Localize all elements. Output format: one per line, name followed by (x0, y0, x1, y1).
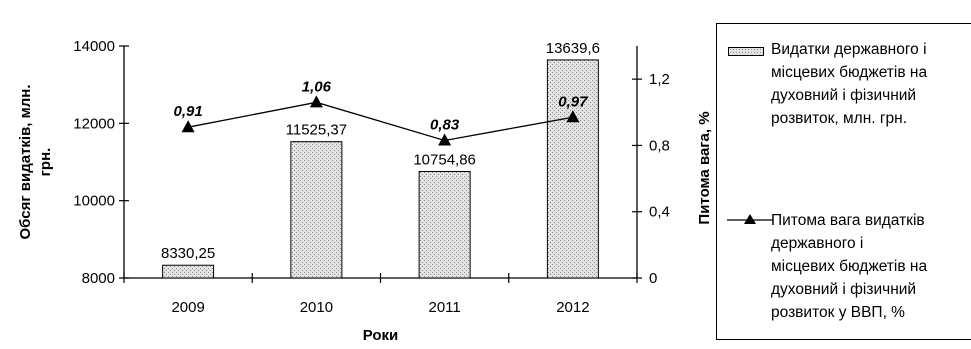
line-marker (309, 95, 323, 108)
legend-line-label: Питома вага видатків державного і місцев… (771, 212, 928, 321)
y-axis-title: Обсяг видатків, млн. грн. (17, 85, 54, 240)
line-marker (438, 133, 452, 146)
x-tick-label: 2009 (171, 299, 204, 316)
line-value-label: 0,97 (558, 93, 588, 110)
bar (290, 141, 343, 279)
bar (546, 59, 599, 279)
legend: Видатки державного і місцевих бюджетів н… (716, 23, 971, 340)
y-axis-title-line: грн. (37, 148, 54, 177)
bar (162, 264, 215, 279)
line-value-label: 0,91 (174, 103, 203, 120)
bar-value-label: 8330,25 (161, 245, 215, 262)
series-line (188, 101, 573, 142)
y2-tick-label: 0,4 (649, 204, 670, 221)
y-tick-label: 10000 (73, 193, 115, 210)
bar-value-label: 10754,86 (413, 151, 476, 168)
legend-bar-label: Видатки державного і місцевих бюджетів н… (771, 41, 928, 127)
y-tick-label: 8000 (82, 270, 115, 287)
y2-tick-label: 1,2 (649, 71, 670, 88)
line-marker (566, 110, 580, 123)
y2-tick-label: 0 (649, 270, 657, 287)
bar-value-label: 13639,6 (546, 40, 600, 57)
line-marker (181, 120, 195, 133)
y-tick-label: 12000 (73, 115, 115, 132)
x-tick-label: 2012 (556, 299, 589, 316)
x-tick-label: 2011 (428, 299, 460, 316)
y2-tick-label: 0,8 (649, 137, 670, 154)
y-axis-title-line: Обсяг видатків, млн. (17, 85, 34, 240)
legend-line-swatch (727, 214, 773, 224)
y-tick-label: 14000 (73, 38, 115, 55)
x-tick-label: 2010 (300, 299, 333, 316)
legend-bar-swatch (728, 47, 764, 56)
y2-axis-title: Питома вага, % (696, 111, 712, 224)
combo-chart: 8000 10000 12000 14000 0 0,4 0,8 1,2 2009 2010 201… (17, 38, 712, 344)
line-value-label: 0,83 (430, 116, 460, 133)
bar-value-label: 11525,37 (286, 122, 347, 139)
line-value-label: 1,06 (302, 78, 332, 95)
x-axis-title: Роки (363, 327, 399, 344)
bar (418, 170, 471, 279)
